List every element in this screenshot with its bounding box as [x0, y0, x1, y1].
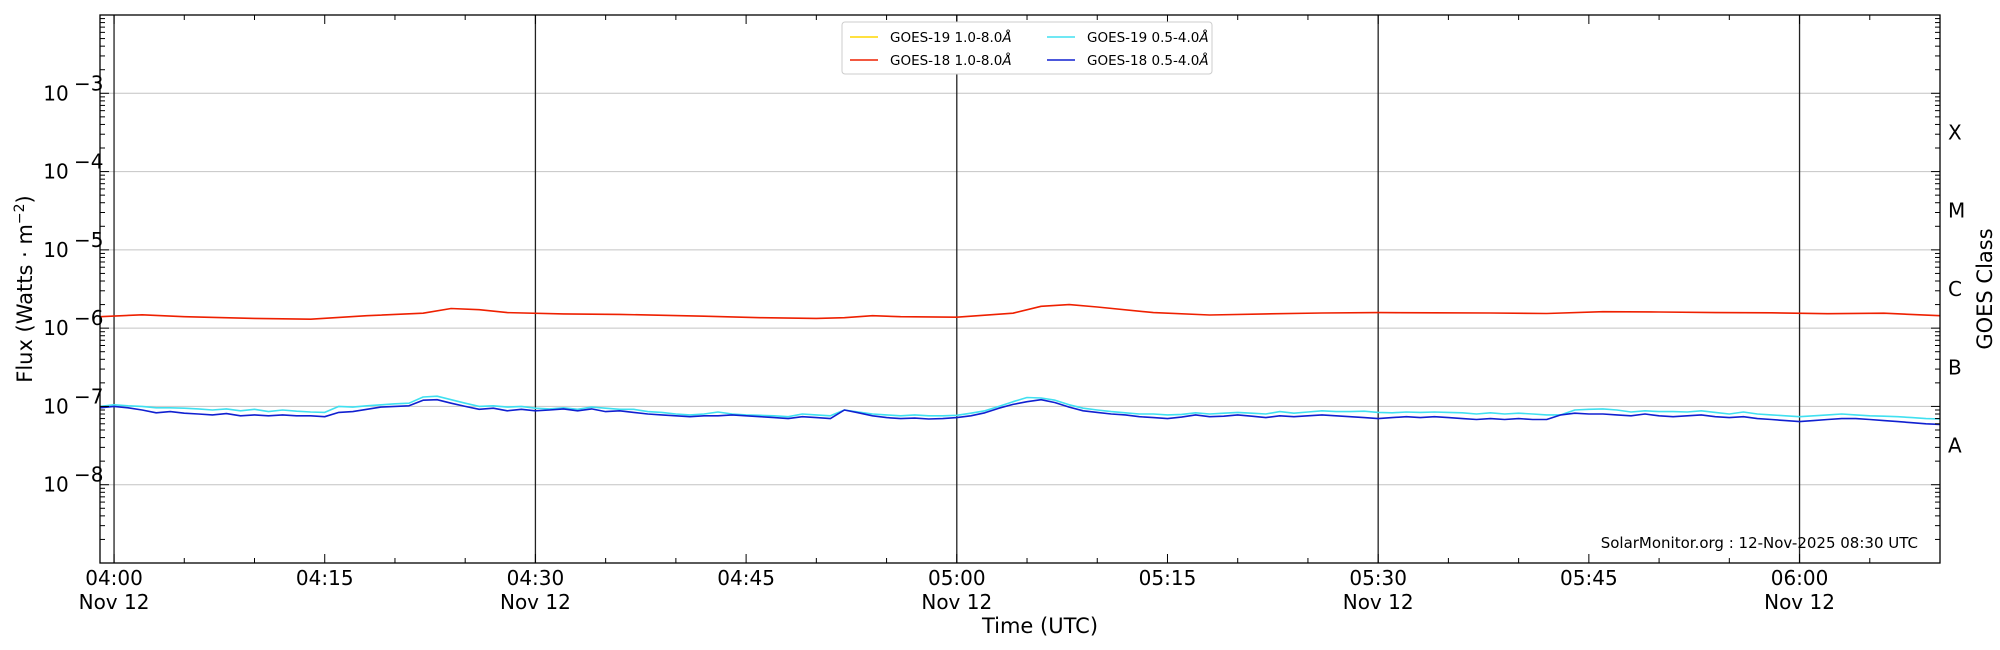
y-tick-label: 10: [43, 81, 68, 105]
y-tick-exponent: −4: [74, 150, 103, 174]
y-tick-label: 10: [43, 160, 68, 184]
legend-box: [841, 21, 1213, 75]
goes-class-label: X: [1948, 120, 1962, 144]
x-tick-date: Nov 12: [921, 590, 992, 614]
y-axis-title: Flux (Watts · m−2): [12, 195, 37, 383]
credit-text: SolarMonitor.org : 12-Nov-2025 08:30 UTC: [1601, 534, 1918, 552]
y-tick-exponent: −6: [74, 306, 103, 330]
x-tick-time: 04:30: [507, 566, 565, 590]
y-tick-exponent: −8: [74, 463, 103, 487]
legend-entry-label: GOES-18 0.5-4.0Å: [1087, 52, 1209, 69]
series-line-goes-18-1-0-8-0: [99, 303, 1941, 321]
goes-class-label: C: [1948, 277, 1962, 301]
series-layer: [99, 303, 1941, 426]
y-tick-exponent: −3: [74, 71, 103, 95]
goes-class-label: A: [1948, 434, 1962, 458]
x-tick-time: 05:15: [1139, 566, 1197, 590]
x-tick-time: 04:45: [717, 566, 775, 590]
y-tick-label: 10: [43, 473, 68, 497]
y-tick-label: 10: [43, 394, 68, 418]
x-tick-date: Nov 12: [1764, 590, 1835, 614]
x-tick-date: Nov 12: [1343, 590, 1414, 614]
x-tick-time: 04:00: [85, 566, 143, 590]
plot-frame: [99, 14, 1941, 564]
x-axis-title: Time (UTC): [981, 614, 1098, 638]
legend-entry-label: GOES-19 0.5-4.0Å: [1087, 29, 1209, 46]
y-tick-label: 10: [43, 316, 68, 340]
x-tick-time: 05:45: [1560, 566, 1618, 590]
y-tick-exponent: −7: [74, 384, 103, 408]
series-line-goes-18-0-5-4-0: [99, 398, 1941, 426]
x-tick-date: Nov 12: [79, 590, 150, 614]
legend-entry-label: GOES-18 1.0-8.0Å: [890, 52, 1012, 69]
y-tick-label: 10: [43, 238, 68, 262]
legend-entry-label: GOES-19 1.0-8.0Å: [890, 29, 1012, 46]
x-tick-time: 06:00: [1771, 566, 1829, 590]
goes-class-label: M: [1948, 199, 1965, 223]
x-tick-time: 05:00: [928, 566, 986, 590]
y-tick-exponent: −5: [74, 228, 103, 252]
goes-class-label: B: [1948, 355, 1962, 379]
x-tick-time: 05:30: [1349, 566, 1407, 590]
grid-layer: [100, 15, 1940, 563]
axis-layer: [99, 14, 1941, 564]
right-axis-title: GOES Class: [1973, 228, 1997, 349]
x-tick-time: 04:15: [296, 566, 354, 590]
legend: GOES-19 1.0-8.0Å GOES-18 1.0-8.0Å GOES-19 …: [841, 21, 1213, 75]
x-tick-date: Nov 12: [500, 590, 571, 614]
series-line-goes-19-0-5-4-0: [99, 395, 1941, 420]
